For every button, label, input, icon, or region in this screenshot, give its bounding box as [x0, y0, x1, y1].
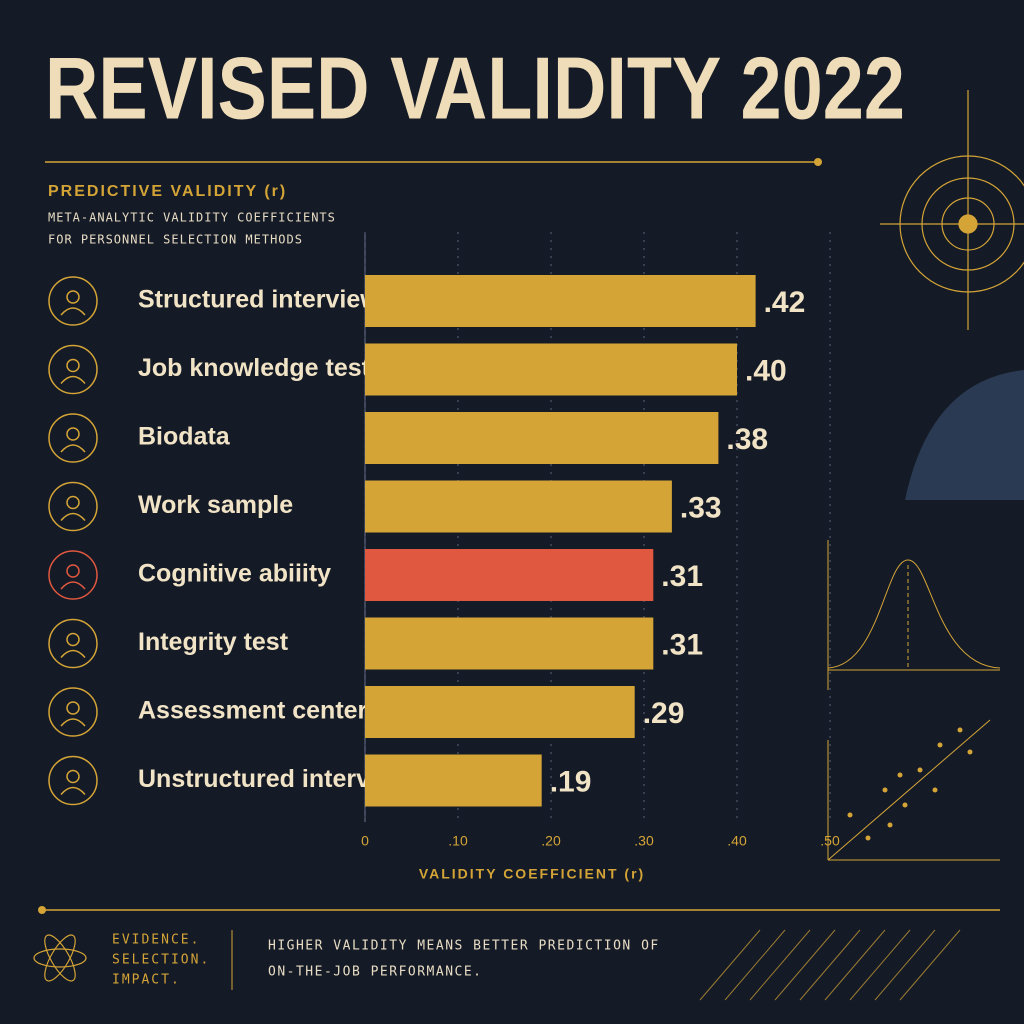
bar: [365, 617, 654, 670]
motto: EVIDENCE.: [112, 933, 200, 948]
chart-title: REVISED VALIDITY 2022: [45, 38, 905, 137]
category-icon: [66, 632, 80, 647]
category-icon: [60, 718, 86, 727]
category-icon: [66, 495, 80, 510]
y-tick-label: Structured interview: [138, 286, 380, 314]
description: FOR PERSONNEL SELECTION METHODS: [48, 233, 303, 247]
value-label: .29: [643, 697, 685, 730]
dome-decoration: [905, 370, 1024, 500]
x-tick-label: .30: [634, 833, 654, 849]
category-icon: [48, 344, 98, 395]
value-label: .19: [550, 765, 592, 798]
y-tick-label: Integrity test: [138, 628, 289, 656]
bar: [365, 686, 635, 738]
category-icon: [66, 701, 80, 715]
category-icon: [60, 307, 86, 316]
category-icon: [66, 358, 80, 373]
category-icon: [48, 413, 98, 463]
category-icon: [48, 687, 98, 737]
scatter-decoration: [827, 719, 1000, 861]
category-icon: [60, 786, 86, 795]
category-icon: [66, 564, 80, 578]
category-icon: [60, 649, 86, 658]
x-tick-label: .40: [727, 833, 747, 849]
y-tick-label: Work sample: [138, 491, 293, 519]
motto: SELECTION.: [112, 953, 210, 968]
bar: [365, 275, 756, 327]
x-tick-label: .50: [820, 833, 840, 849]
value-label: .40: [745, 354, 787, 387]
hatch-decoration: [699, 929, 961, 1001]
bar: [365, 412, 719, 464]
value-label: .31: [661, 560, 703, 593]
y-tick-label: Cognitive abiiity: [138, 560, 331, 588]
category-icon: [60, 512, 86, 521]
y-tick-label: Biodata: [138, 423, 231, 451]
value-label: .31: [661, 628, 703, 661]
x-axis-label: VALIDITY COEFFICIENT (r): [419, 866, 645, 882]
value-label: .38: [726, 423, 768, 456]
category-icon: [66, 427, 80, 441]
bar: [365, 343, 737, 396]
target-decoration: [880, 90, 1024, 330]
bar: [365, 549, 654, 601]
divider-dot: [38, 906, 46, 914]
category-icon: [48, 618, 98, 669]
divider-dot: [814, 158, 822, 166]
description: META-ANALYTIC VALIDITY COEFFICIENTS: [48, 211, 336, 225]
x-tick-label: .20: [541, 833, 561, 849]
value-label: .42: [764, 286, 806, 319]
bar: [365, 754, 542, 807]
category-icon: [60, 444, 86, 453]
bar: [365, 480, 672, 533]
subtitle: PREDICTIVE VALIDITY (r): [48, 183, 287, 200]
atom-icon: [33, 934, 87, 982]
bell-decoration: [827, 540, 1001, 690]
category-icon: [60, 375, 86, 384]
y-tick-label: Job knowledge test: [138, 354, 371, 382]
footer-note: ON-THE-JOB PERFORMANCE.: [268, 965, 483, 980]
category-icon: [48, 276, 98, 326]
motto: IMPACT.: [112, 973, 181, 988]
category-icon: [48, 481, 98, 532]
footer-note: HIGHER VALIDITY MEANS BETTER PREDICTION …: [268, 939, 660, 954]
x-tick-label: 0: [361, 833, 369, 849]
category-icon: [48, 550, 98, 600]
category-icon: [48, 755, 98, 806]
category-icon: [66, 769, 80, 784]
category-icon: [60, 581, 86, 590]
y-tick-label: Assessment center: [138, 697, 368, 725]
x-tick-label: .10: [448, 833, 468, 849]
value-label: .33: [680, 491, 722, 524]
category-icon: [66, 290, 80, 304]
